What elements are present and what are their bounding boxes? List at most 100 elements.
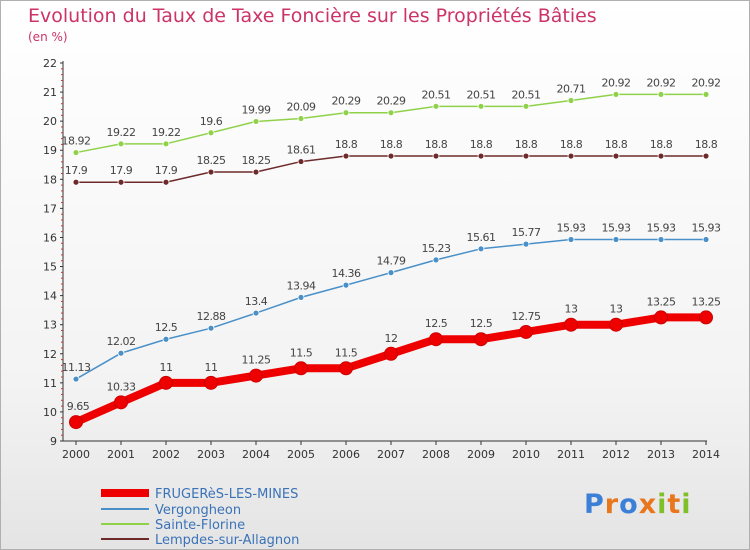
- data-label: 13.25: [647, 295, 676, 308]
- data-point: [297, 293, 305, 301]
- y-tick-label: 15: [43, 261, 57, 274]
- data-label: 20.29: [332, 95, 361, 108]
- data-label: 19.6: [200, 115, 223, 128]
- y-tick-label: 11: [43, 377, 57, 390]
- data-point: [567, 97, 575, 104]
- data-point: [72, 149, 80, 156]
- data-label: 15.77: [512, 226, 541, 239]
- data-label: 12.5: [470, 317, 493, 330]
- data-point: [387, 152, 395, 160]
- data-point: [252, 118, 260, 125]
- data-label: 11: [160, 361, 173, 374]
- data-point: [249, 368, 263, 383]
- y-tick-label: 21: [43, 86, 57, 99]
- data-point: [612, 91, 620, 98]
- data-label: 19.22: [107, 126, 136, 139]
- data-point: [207, 129, 215, 137]
- data-point: [432, 256, 440, 264]
- data-point: [342, 281, 350, 289]
- x-tick-label: 2014: [692, 448, 720, 461]
- x-tick-label: 2007: [377, 448, 405, 461]
- data-point: [72, 178, 80, 186]
- x-tick-label: 2005: [287, 448, 315, 461]
- y-tick-label: 13: [43, 319, 57, 332]
- chart-title: Evolution du Taux de Taxe Foncière sur l…: [28, 5, 597, 27]
- data-point: [387, 109, 395, 117]
- data-point: [519, 324, 533, 339]
- data-point: [294, 361, 308, 376]
- data-label: 12.5: [155, 321, 178, 334]
- data-point: [114, 395, 128, 410]
- data-point: [252, 168, 260, 176]
- data-point: [162, 140, 170, 148]
- data-label: 18.8: [425, 138, 448, 151]
- data-point: [702, 91, 710, 98]
- data-point: [117, 140, 125, 148]
- data-label: 18.8: [560, 138, 583, 151]
- data-label: 15.93: [602, 221, 631, 234]
- data-label: 20.92: [647, 76, 676, 89]
- data-label: 14.79: [377, 255, 406, 268]
- data-label: 11.13: [62, 361, 91, 374]
- y-tick-label: 22: [43, 57, 57, 70]
- data-label: 17.9: [65, 164, 88, 177]
- data-label: 17.9: [110, 164, 133, 177]
- data-label: 12: [385, 332, 398, 345]
- data-label: 18.8: [695, 138, 718, 151]
- data-label: 11: [205, 361, 218, 374]
- data-point: [567, 236, 575, 243]
- logo-letter: x: [638, 489, 658, 520]
- logo-letter: i: [681, 489, 692, 520]
- data-label: 13: [610, 303, 623, 316]
- logo-letter: P: [584, 489, 605, 520]
- data-label: 17.9: [155, 164, 178, 177]
- data-label: 19.99: [242, 103, 271, 116]
- data-point: [699, 310, 713, 325]
- data-label: 18.25: [197, 154, 226, 167]
- data-point: [252, 309, 260, 317]
- data-point: [429, 332, 443, 347]
- data-point: [72, 375, 80, 383]
- data-label: 12.75: [512, 310, 541, 323]
- data-label: 20.71: [557, 83, 586, 96]
- legend-label: Sainte-Florine: [155, 518, 245, 533]
- data-point: [117, 178, 125, 186]
- x-tick-label: 2009: [467, 448, 495, 461]
- data-point: [564, 317, 578, 332]
- data-point: [702, 236, 710, 243]
- data-label: 15.93: [692, 221, 721, 234]
- data-point: [612, 152, 620, 160]
- data-point: [432, 102, 440, 110]
- data-point: [339, 361, 353, 376]
- data-point: [207, 324, 215, 332]
- x-tick-label: 2001: [107, 448, 135, 461]
- x-tick-label: 2012: [602, 448, 630, 461]
- y-tick-label: 19: [43, 144, 57, 157]
- data-point: [159, 375, 173, 390]
- data-point: [702, 152, 710, 160]
- data-label: 18.8: [380, 138, 403, 151]
- y-tick-label: 12: [43, 348, 57, 361]
- data-point: [657, 236, 665, 243]
- data-label: 11.5: [335, 346, 358, 359]
- data-point: [477, 152, 485, 160]
- data-label: 18.92: [62, 135, 91, 148]
- logo-letter: i: [657, 489, 668, 520]
- data-label: 13.94: [287, 279, 316, 292]
- data-point: [477, 245, 485, 253]
- data-point: [342, 109, 350, 117]
- data-label: 11.5: [290, 346, 313, 359]
- data-point: [522, 102, 530, 110]
- data-label: 20.92: [602, 76, 631, 89]
- data-point: [207, 168, 215, 176]
- data-label: 15.61: [467, 231, 496, 244]
- proxiti-logo: Proxiti: [584, 489, 692, 520]
- x-tick-label: 2003: [197, 448, 225, 461]
- data-point: [387, 269, 395, 277]
- data-label: 13: [565, 303, 578, 316]
- x-tick-label: 2006: [332, 448, 360, 461]
- data-label: 18.61: [287, 144, 316, 157]
- data-point: [162, 178, 170, 186]
- data-label: 12.88: [197, 310, 226, 323]
